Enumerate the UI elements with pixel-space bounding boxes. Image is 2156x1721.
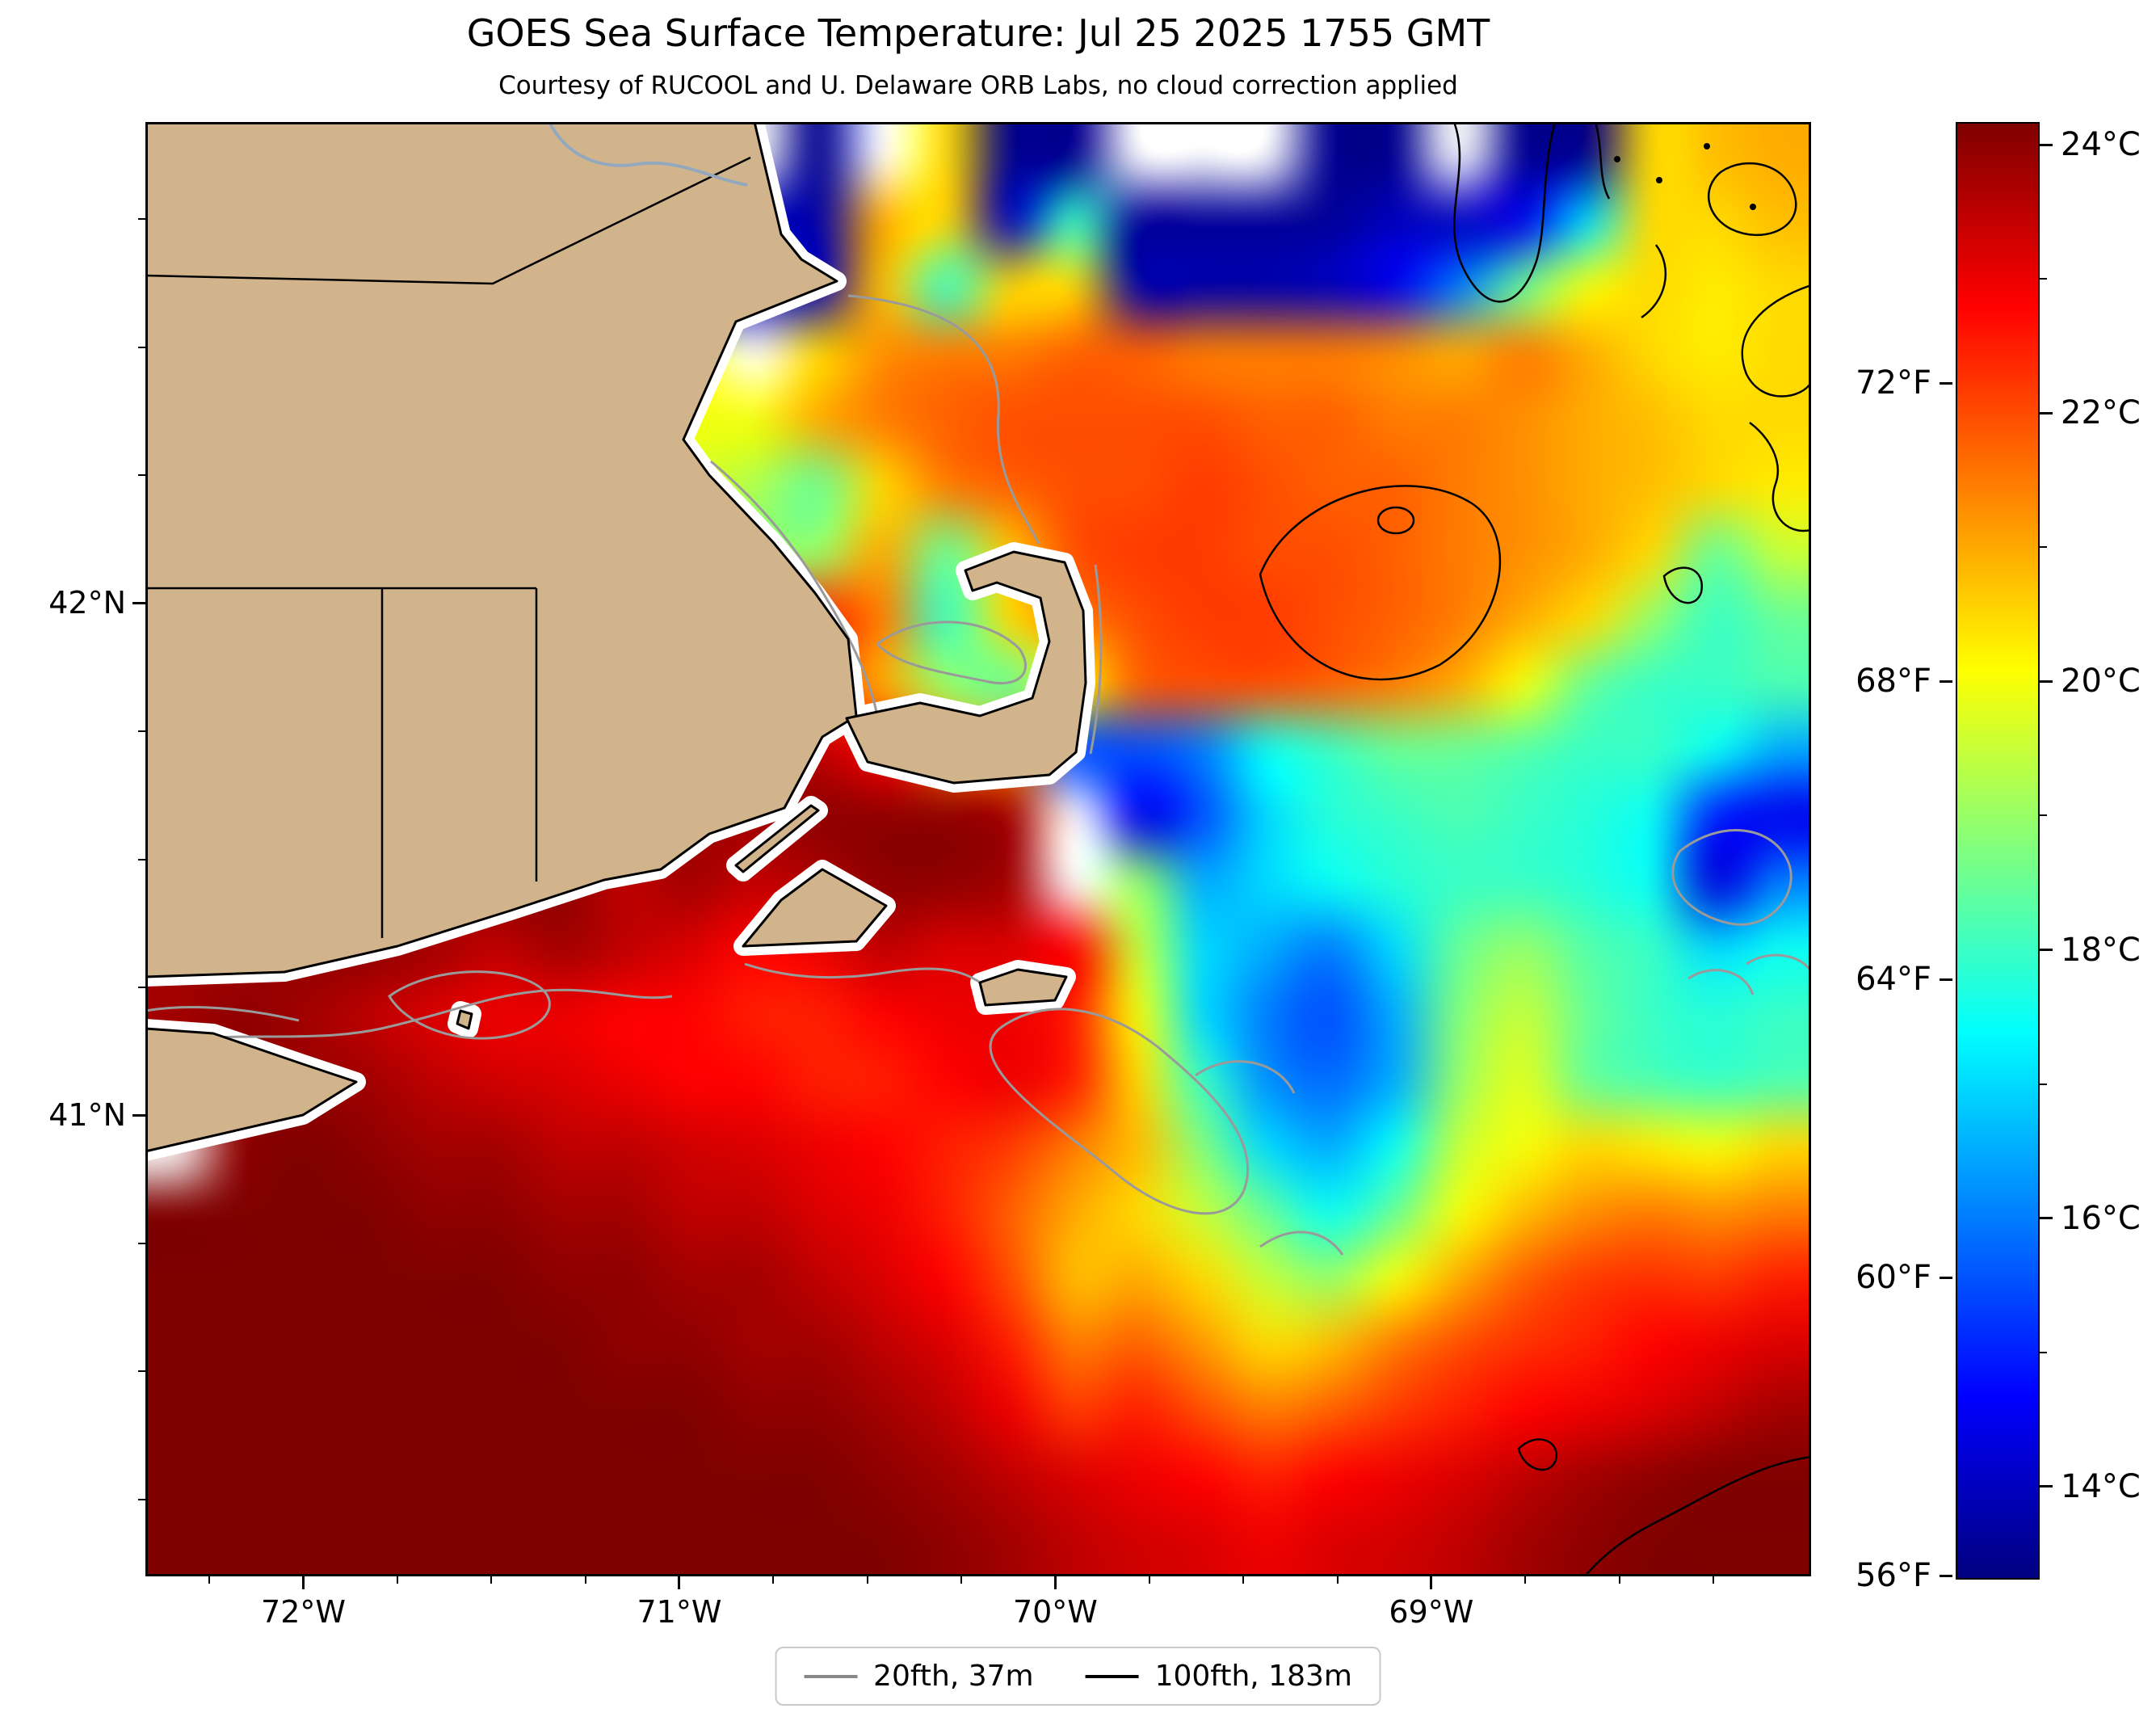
land-masses [145,122,1087,1153]
x-minor-tick [584,1576,586,1584]
colorbar-tick-f [1940,381,1952,385]
y-minor-tick [138,218,145,221]
legend-line-100fth [1085,1674,1139,1678]
x-tick [1430,1576,1433,1589]
legend-box: 20fth, 37m 100fth, 183m [775,1647,1381,1706]
colorbar-tick-c [2040,411,2053,414]
x-minor-tick [1712,1576,1714,1584]
y-minor-tick [138,1370,145,1373]
x-minor-tick [208,1576,211,1584]
colorbar-tick-label-f: 68°F [1856,663,1931,701]
colorbar-tick-label-c: 16°C [2061,1199,2141,1237]
river-line [548,122,748,187]
colorbar-minor-tick-c [2040,1351,2047,1353]
bathy-contour-20fth [145,294,1811,1256]
legend-item-100fth: 100fth, 183m [1085,1660,1352,1693]
map-overlay [145,122,1811,1576]
x-minor-tick [866,1576,868,1584]
legend-label-100fth: 100fth, 183m [1154,1660,1352,1693]
x-minor-tick [960,1576,963,1584]
colorbar-tick-label-f: 60°F [1856,1259,1931,1297]
y-minor-tick [138,730,145,733]
x-tick-label: 70°W [1012,1594,1098,1630]
x-minor-tick [1148,1576,1150,1584]
landmass-long-island [145,1027,358,1153]
colorbar-tick-c [2040,1217,2053,1220]
colorbar-minor-tick-c [2040,814,2047,817]
colorbar-tick-label-f: 64°F [1856,961,1931,999]
colorbar-tick-c [2040,1485,2053,1488]
x-minor-tick [1618,1576,1620,1584]
x-minor-tick [1524,1576,1527,1584]
x-minor-tick [1336,1576,1339,1584]
x-minor-tick [396,1576,398,1584]
landmass-elizabeth-islands [734,804,820,873]
y-tick [132,1114,145,1117]
colorbar-minor-tick-c [2040,1083,2047,1085]
y-tick [132,602,145,605]
x-minor-tick [490,1576,493,1584]
x-tick [301,1576,305,1589]
colorbar-tick-label-c: 22°C [2061,394,2141,432]
colorbar-tick-c [2040,949,2053,952]
colorbar-canvas [1956,122,2040,1580]
bathy-contour-100fth [1259,122,1811,1576]
colorbar-tick-label-f: 72°F [1856,364,1931,402]
colorbar-tick-label-c: 18°C [2061,931,2141,969]
colorbar-tick-c [2040,680,2053,683]
page-title: GOES Sea Surface Temperature: Jul 25 202… [466,11,1490,55]
x-tick-label: 72°W [261,1594,346,1630]
state-borders [145,156,751,938]
x-tick-label: 69°W [1389,1594,1474,1630]
colorbar-tick-label-c: 20°C [2061,663,2141,701]
y-minor-tick [138,1498,145,1500]
colorbar-tick-f [1940,978,1952,981]
landmass-new-england [145,122,858,978]
legend-line-20fth [804,1674,858,1678]
colorbar-tick-label-c: 24°C [2061,126,2141,164]
colorbar-tick-label-c: 14°C [2061,1467,2141,1505]
colorbar-tick-f [1940,1574,1952,1577]
x-tick [678,1576,681,1589]
y-minor-tick [138,987,145,989]
colorbar-tick-c [2040,143,2053,146]
y-tick-label: 42°N [48,584,126,621]
y-minor-tick [138,1243,145,1245]
legend-label-20fth: 20fth, 37m [873,1660,1034,1693]
x-tick [1053,1576,1057,1589]
landmass-nantucket [978,968,1068,1007]
sst-map [145,122,1811,1576]
colorbar-minor-tick-c [2040,278,2047,280]
y-tick-label: 41°N [48,1096,126,1133]
colorbar-minor-tick-c [2040,546,2047,549]
legend-item-20fth: 20fth, 37m [804,1660,1034,1693]
landmass-cape-cod [845,550,1087,785]
x-tick-label: 71°W [637,1594,722,1630]
y-minor-tick [138,858,145,860]
y-minor-tick [138,346,145,348]
y-minor-tick [138,474,145,477]
colorbar-tick-f [1940,680,1952,683]
landmass-marthas-vineyard [742,868,888,948]
x-minor-tick [772,1576,775,1584]
colorbar-tick-label-f: 56°F [1856,1557,1931,1595]
landmass-block-island [456,1009,473,1030]
x-minor-tick [1242,1576,1245,1584]
colorbar-tick-f [1940,1276,1952,1279]
page-subtitle: Courtesy of RUCOOL and U. Delaware ORB L… [498,71,1458,100]
